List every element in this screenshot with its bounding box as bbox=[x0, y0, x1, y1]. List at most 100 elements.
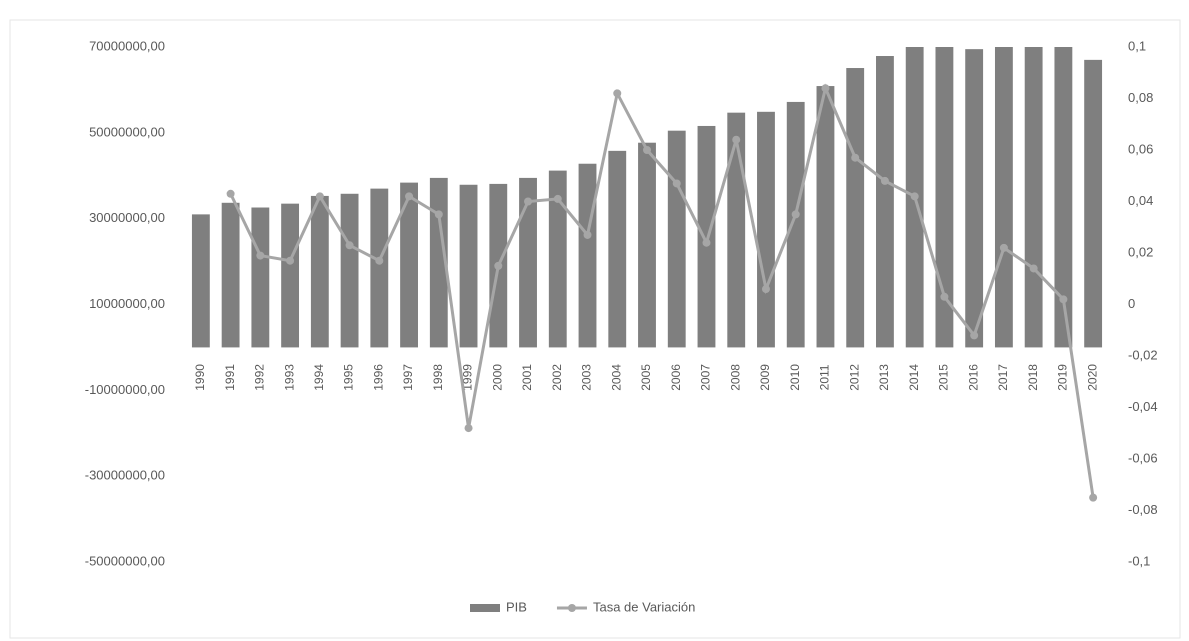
bar bbox=[1084, 59, 1103, 348]
bar bbox=[757, 111, 775, 348]
line-marker bbox=[464, 424, 473, 433]
x-tick-label: 2014 bbox=[907, 364, 921, 391]
bar bbox=[846, 68, 865, 348]
y2-tick-label: -0,04 bbox=[1128, 399, 1158, 414]
y2-tick-label: -0,06 bbox=[1128, 450, 1158, 465]
x-tick-label: 2002 bbox=[550, 364, 564, 391]
bar bbox=[340, 193, 359, 348]
legend-swatch bbox=[470, 604, 500, 612]
bar bbox=[816, 86, 835, 348]
line-marker bbox=[613, 89, 622, 98]
line-marker bbox=[999, 243, 1008, 252]
bar bbox=[1054, 47, 1073, 348]
legend-swatch bbox=[567, 604, 576, 612]
line-marker bbox=[821, 84, 830, 93]
y2-tick-label: 0,08 bbox=[1128, 90, 1153, 105]
line-marker bbox=[375, 256, 384, 265]
x-tick-label: 2007 bbox=[699, 364, 713, 391]
line-marker bbox=[256, 251, 265, 260]
line-marker bbox=[880, 176, 889, 185]
line-marker bbox=[315, 192, 324, 201]
line-marker bbox=[1059, 295, 1068, 304]
x-tick-label: 2011 bbox=[818, 364, 832, 390]
line-marker bbox=[434, 210, 443, 219]
y-tick-label: 50000000,00 bbox=[89, 124, 165, 139]
x-tick-label: 2006 bbox=[669, 364, 683, 391]
line-marker bbox=[851, 153, 860, 162]
line-marker bbox=[761, 285, 770, 294]
bar bbox=[251, 207, 270, 348]
y2-tick-label: 0,04 bbox=[1128, 193, 1153, 208]
line-marker bbox=[910, 192, 919, 201]
bar bbox=[608, 150, 627, 348]
x-tick-label: 2012 bbox=[847, 364, 861, 391]
bar bbox=[667, 130, 686, 348]
chart-frame bbox=[9, 19, 1181, 639]
x-tick-label: 1999 bbox=[461, 364, 475, 391]
line-marker bbox=[524, 197, 533, 206]
line-marker bbox=[732, 135, 741, 144]
y-tick-label: 70000000,00 bbox=[89, 38, 165, 53]
line-marker bbox=[345, 241, 354, 250]
y-tick-label: 30000000,00 bbox=[89, 210, 165, 225]
bar bbox=[310, 195, 329, 348]
x-tick-label: 1998 bbox=[431, 364, 445, 391]
bar bbox=[429, 177, 448, 348]
bar bbox=[221, 202, 240, 348]
x-tick-label: 1995 bbox=[342, 364, 356, 391]
y-tick-label: 10000000,00 bbox=[89, 296, 165, 311]
y-tick-label: -10000000,00 bbox=[85, 382, 165, 397]
bar bbox=[191, 214, 210, 348]
y2-tick-label: 0 bbox=[1128, 296, 1135, 311]
x-tick-label: 1992 bbox=[253, 364, 267, 391]
bar bbox=[578, 163, 597, 348]
bar bbox=[1024, 47, 1043, 348]
line-marker bbox=[583, 230, 592, 239]
x-tick-label: 2001 bbox=[520, 364, 534, 391]
x-tick-label: 2018 bbox=[1026, 364, 1040, 391]
x-tick-label: 2003 bbox=[580, 364, 594, 391]
x-tick-label: 2020 bbox=[1085, 364, 1099, 391]
y2-tick-label: 0,1 bbox=[1128, 38, 1146, 53]
bar bbox=[935, 47, 954, 348]
x-tick-label: 1996 bbox=[371, 364, 385, 391]
x-tick-label: 2017 bbox=[996, 364, 1010, 391]
line-marker bbox=[940, 292, 949, 301]
bar bbox=[727, 112, 746, 348]
x-tick-label: 2008 bbox=[728, 364, 742, 391]
line-marker bbox=[791, 210, 800, 219]
y2-tick-label: 0,02 bbox=[1128, 244, 1153, 259]
bar bbox=[965, 49, 984, 348]
bar bbox=[638, 142, 656, 348]
bar bbox=[459, 184, 478, 348]
line-marker bbox=[494, 261, 503, 270]
line-marker bbox=[405, 192, 414, 201]
y2-tick-label: 0,06 bbox=[1128, 141, 1153, 156]
y-tick-label: -30000000,00 bbox=[85, 468, 165, 483]
y2-tick-label: -0,02 bbox=[1128, 347, 1158, 362]
bar bbox=[994, 47, 1013, 348]
x-tick-label: 2005 bbox=[639, 364, 653, 391]
line-marker bbox=[970, 331, 979, 340]
x-tick-label: 2000 bbox=[490, 364, 504, 391]
line-marker bbox=[1089, 493, 1098, 502]
bar bbox=[548, 170, 567, 348]
y2-tick-label: -0,08 bbox=[1128, 502, 1158, 517]
line bbox=[229, 83, 1095, 498]
line-marker bbox=[702, 238, 711, 247]
legend-label: Tasa de Variación bbox=[593, 599, 695, 614]
x-tick-label: 2016 bbox=[966, 364, 980, 391]
x-tick-label: 1994 bbox=[312, 364, 326, 391]
line-marker bbox=[553, 194, 562, 203]
line-marker bbox=[672, 179, 681, 188]
x-tick-label: 1990 bbox=[193, 364, 207, 391]
x-tick-label: 2004 bbox=[609, 364, 623, 391]
bar bbox=[370, 188, 389, 348]
x-tick-label: 1997 bbox=[401, 364, 415, 391]
bar bbox=[786, 101, 805, 348]
x-tick-label: 2015 bbox=[937, 364, 951, 391]
line-marker bbox=[286, 256, 295, 265]
line-marker bbox=[1029, 264, 1038, 273]
